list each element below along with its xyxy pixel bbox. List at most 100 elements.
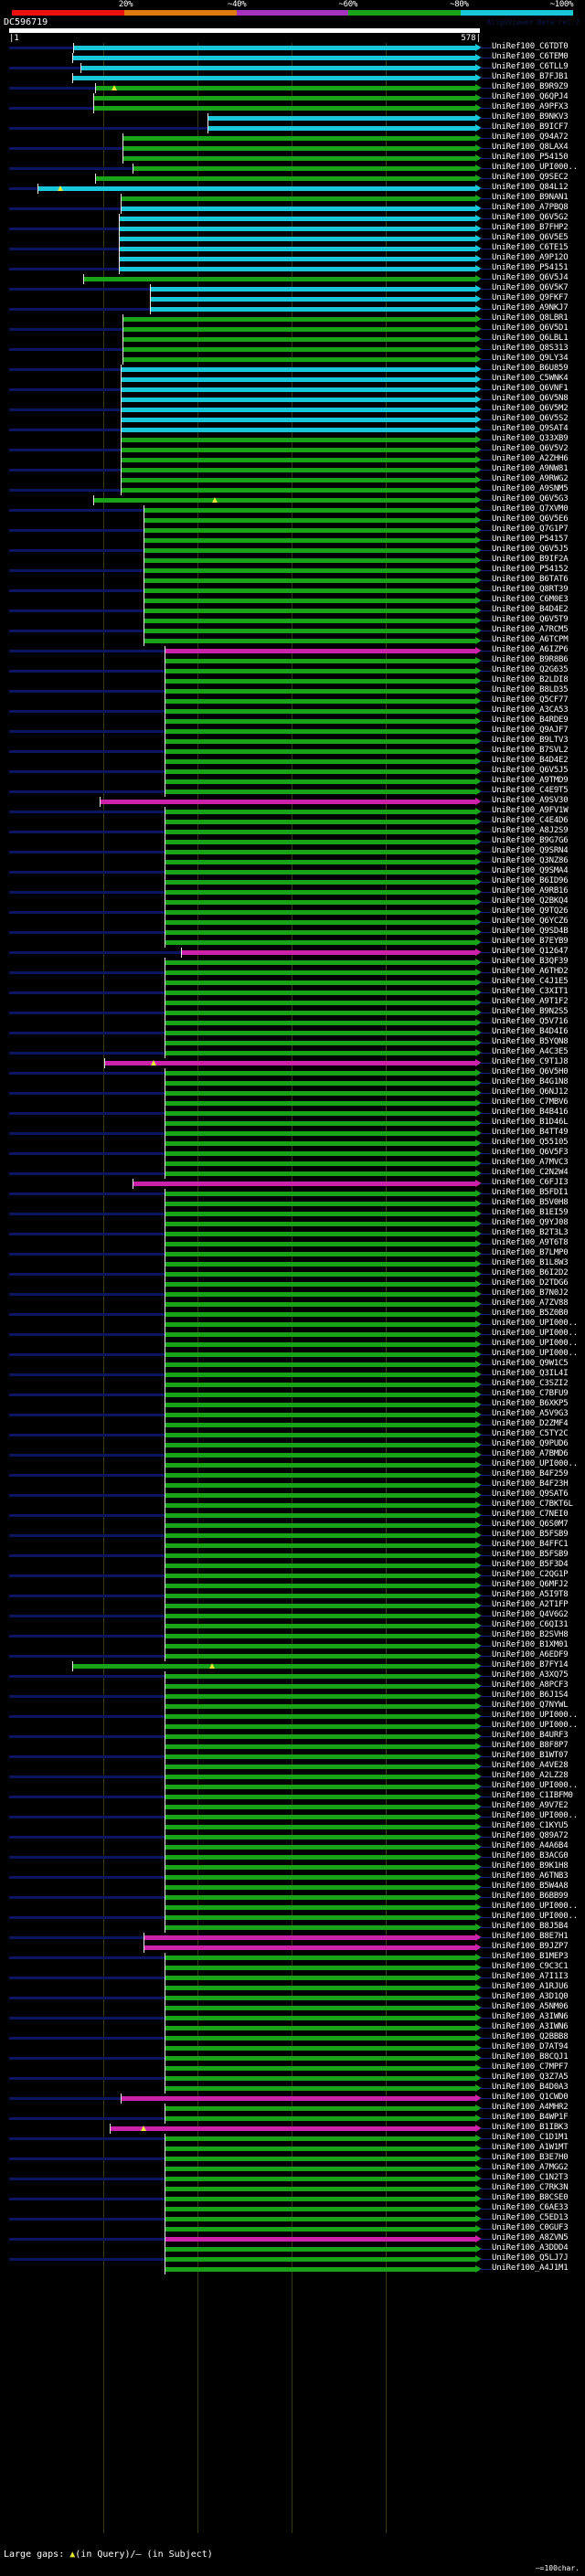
hit-label[interactable]: UniRef100_A9PFX3 — [492, 102, 569, 111]
table-row[interactable]: UniRef100_Q9SAT4 — [0, 424, 585, 435]
table-row[interactable]: UniRef100_C3XIT1 — [0, 987, 585, 998]
table-row[interactable]: UniRef100_B5YQN8 — [0, 1037, 585, 1048]
hit-label[interactable]: UniRef100_C1KYU5 — [492, 1821, 569, 1830]
hsp-segment[interactable] — [94, 176, 476, 181]
hit-label[interactable]: UniRef100_C3SZI2 — [492, 1379, 569, 1388]
hit-label[interactable]: UniRef100_P54151 — [492, 263, 569, 272]
hit-label[interactable]: UniRef100_A5V9G3 — [492, 1409, 569, 1418]
hsp-segment[interactable] — [165, 709, 476, 714]
hit-label[interactable]: UniRef100_B6BB99 — [492, 1892, 569, 1901]
hit-label[interactable]: UniRef100_B1L8W3 — [492, 1258, 569, 1267]
hit-label[interactable]: UniRef100_C2QG1P — [492, 1570, 569, 1579]
hit-label[interactable]: UniRef100_A3IWN6 — [492, 2012, 569, 2021]
hsp-segment[interactable] — [165, 669, 476, 673]
hit-label[interactable]: UniRef100_B8CSE0 — [492, 2193, 569, 2202]
hsp-segment[interactable] — [165, 830, 476, 834]
table-row[interactable]: UniRef100_Q6LBL1 — [0, 334, 585, 345]
hit-label[interactable]: UniRef100_A4J1M1 — [492, 2263, 569, 2273]
hit-label[interactable]: UniRef100_Q6V5H0 — [492, 1067, 569, 1076]
hsp-segment[interactable] — [144, 619, 476, 623]
hsp-segment[interactable] — [165, 1694, 476, 1699]
hsp-segment[interactable] — [165, 769, 476, 774]
hit-label[interactable]: UniRef100_B4F259 — [492, 1469, 569, 1479]
hsp-segment[interactable] — [165, 870, 476, 875]
hsp-segment[interactable] — [71, 56, 476, 60]
table-row[interactable]: UniRef100_Q3Z7A5 — [0, 2072, 585, 2083]
hsp-segment[interactable] — [165, 779, 476, 784]
hsp-segment[interactable] — [165, 1352, 476, 1357]
table-row[interactable]: UniRef100_A7PBQ8 — [0, 203, 585, 214]
hit-label[interactable]: UniRef100_B2SVH8 — [492, 1630, 569, 1639]
hsp-segment[interactable] — [165, 1302, 476, 1307]
hsp-segment[interactable] — [165, 1966, 476, 1970]
table-row[interactable]: UniRef100_A9T1F2 — [0, 997, 585, 1008]
table-row[interactable]: UniRef100_Q8LBR1 — [0, 313, 585, 324]
table-row[interactable]: UniRef100_C5TY2C — [0, 1429, 585, 1440]
hit-label[interactable]: UniRef100_Q2BBB8 — [492, 2032, 569, 2041]
table-row[interactable]: UniRef100_A7MGG2 — [0, 2163, 585, 2174]
hit-label[interactable]: UniRef100_B5Z0B0 — [492, 1309, 569, 1318]
table-row[interactable]: UniRef100_B7SVL2 — [0, 746, 585, 757]
table-row[interactable]: UniRef100_C6TEM0 — [0, 52, 585, 63]
hsp-segment[interactable] — [165, 1242, 476, 1246]
table-row[interactable]: UniRef100_Q6V5J4 — [0, 273, 585, 284]
table-row[interactable]: UniRef100_B9ICF7 — [0, 122, 585, 133]
table-row[interactable]: UniRef100_C4E4D6 — [0, 816, 585, 827]
hsp-segment[interactable] — [165, 1101, 476, 1106]
hit-label[interactable]: UniRef100_Q9SMA4 — [492, 866, 569, 875]
table-row[interactable]: UniRef100_C4E9T5 — [0, 786, 585, 797]
table-row[interactable]: UniRef100_Q6V5N8 — [0, 394, 585, 405]
table-row[interactable]: UniRef100_B9NAN1 — [0, 193, 585, 204]
table-row[interactable]: UniRef100_Q9SAT6 — [0, 1489, 585, 1500]
hit-label[interactable]: UniRef100_Q6YCZ6 — [492, 917, 569, 926]
hit-label[interactable]: UniRef100_C9C3C1 — [492, 1962, 569, 1971]
hit-label[interactable]: UniRef100_Q9SAT6 — [492, 1489, 569, 1499]
table-row[interactable]: UniRef100_Q8S313 — [0, 344, 585, 355]
hsp-segment[interactable] — [71, 1664, 476, 1669]
table-row[interactable]: UniRef100_B6BB99 — [0, 1892, 585, 1903]
hsp-segment[interactable] — [165, 1815, 476, 1819]
table-row[interactable]: UniRef100_A6TNB3 — [0, 1871, 585, 1882]
hsp-segment[interactable] — [165, 1161, 476, 1166]
table-row[interactable]: UniRef100_C7BFU9 — [0, 1389, 585, 1400]
table-row[interactable]: UniRef100_Q6V5M2 — [0, 404, 585, 415]
table-row[interactable]: UniRef100_A7I1I3 — [0, 1972, 585, 1983]
hit-label[interactable]: UniRef100_C7MBV6 — [492, 1097, 569, 1107]
hit-label[interactable]: UniRef100_C7RK3N — [492, 2183, 569, 2192]
hit-label[interactable]: UniRef100_Q8RT39 — [492, 585, 569, 594]
hit-label[interactable]: UniRef100_B9G7G6 — [492, 836, 569, 845]
hsp-segment[interactable] — [122, 357, 476, 362]
table-row[interactable]: UniRef100_C6AE33 — [0, 2203, 585, 2214]
hsp-segment[interactable] — [165, 2066, 476, 2071]
hit-label[interactable]: UniRef100_B9R8B6 — [492, 655, 569, 664]
hit-label[interactable]: UniRef100_Q7G1P7 — [492, 525, 569, 534]
hsp-segment[interactable] — [150, 307, 476, 312]
hit-label[interactable]: UniRef100_B2LDI8 — [492, 675, 569, 684]
hsp-segment[interactable] — [132, 166, 476, 171]
hit-label[interactable]: UniRef100_Q9W1C5 — [492, 1359, 569, 1368]
hit-label[interactable]: UniRef100_Q4V6G2 — [492, 1610, 569, 1619]
hsp-segment[interactable] — [165, 1875, 476, 1880]
table-row[interactable]: UniRef100_B9G7G6 — [0, 836, 585, 847]
table-row[interactable]: UniRef100_C1IBFM0 — [0, 1791, 585, 1802]
hit-label[interactable]: UniRef100_B8J5B4 — [492, 1922, 569, 1931]
hit-label[interactable]: UniRef100_Q6V5T9 — [492, 615, 569, 624]
hsp-segment[interactable] — [165, 649, 476, 653]
table-row[interactable]: UniRef100_B9LTV3 — [0, 736, 585, 747]
hit-label[interactable]: UniRef100_Q9LY34 — [492, 354, 569, 363]
hsp-segment[interactable] — [165, 2227, 476, 2231]
hit-label[interactable]: UniRef100_Q9SD4B — [492, 927, 569, 936]
table-row[interactable]: UniRef100_C1N2T3 — [0, 2173, 585, 2184]
hit-label[interactable]: UniRef100_A7I1I3 — [492, 1972, 569, 1981]
hit-label[interactable]: UniRef100_Q7XVM0 — [492, 504, 569, 514]
hit-label[interactable]: UniRef100_B6TAT6 — [492, 575, 569, 584]
hit-label[interactable]: UniRef100_Q6VNF1 — [492, 384, 569, 393]
hit-label[interactable]: UniRef100_Q6V5D1 — [492, 323, 569, 333]
hit-label[interactable]: UniRef100_Q9YJ08 — [492, 1218, 569, 1227]
hsp-segment[interactable] — [165, 1453, 476, 1458]
hit-label[interactable]: UniRef100_A9FV1W — [492, 806, 569, 815]
hit-label[interactable]: UniRef100_A9NW81 — [492, 464, 569, 473]
hsp-segment[interactable] — [92, 498, 476, 503]
hsp-segment[interactable] — [165, 1956, 476, 1960]
hsp-segment[interactable] — [144, 629, 476, 633]
